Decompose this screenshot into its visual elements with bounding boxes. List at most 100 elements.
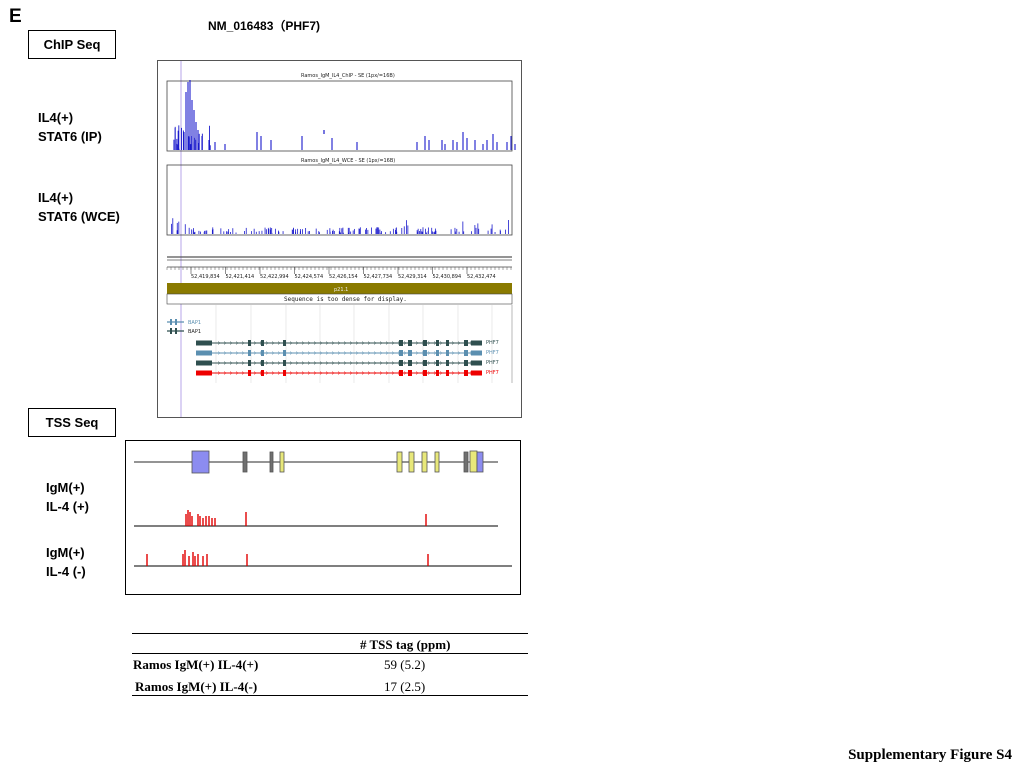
- transcript-arrow: [235, 361, 239, 365]
- chip-ip-line2: STAT6 (IP): [38, 129, 102, 144]
- transcript-exon: [408, 360, 412, 366]
- coordinate-label: 52,424,574: [295, 274, 324, 280]
- tss-plus-signal: [185, 510, 427, 526]
- transcript-arrow: [349, 361, 353, 365]
- transcript-arrow: [295, 341, 299, 345]
- transcript-arrow: [343, 361, 347, 365]
- gene-title: NM_016483（PHF7): [208, 19, 321, 33]
- transcript-arrow: [367, 361, 371, 365]
- panel-letter: E: [9, 6, 22, 27]
- transcript-arrow: [313, 361, 317, 365]
- transcript-arrow: [241, 351, 245, 355]
- chip-wce-header: Ramos_IgM_IL4_WCE - SE (1px/=16B): [301, 158, 395, 164]
- transcript-arrow: [331, 341, 335, 345]
- coordinate-label: 52,426,154: [329, 274, 358, 280]
- transcript-arrow: [265, 351, 269, 355]
- table-row-value: 59 (5.2): [384, 657, 426, 672]
- transcript-arrow: [361, 361, 365, 365]
- transcript-arrow: [253, 341, 257, 345]
- transcript-arrow: [451, 351, 455, 355]
- transcript-exon: [261, 340, 264, 346]
- transcript-exon: [196, 340, 212, 346]
- gene-model-exon: [421, 451, 428, 473]
- transcript-arrow: [289, 341, 293, 345]
- transcript-arrow: [295, 361, 299, 365]
- transcript-arrow: [427, 371, 431, 375]
- transcript-exon: [436, 340, 439, 346]
- transcript-arrow: [313, 351, 317, 355]
- transcript-arrow: [349, 351, 353, 355]
- transcript-exon: [261, 370, 264, 376]
- gene-label-phf7: PHF7: [486, 340, 499, 346]
- gene-model-exon: [476, 451, 484, 473]
- transcript-exon: [464, 340, 468, 346]
- transcript-arrow: [217, 351, 221, 355]
- transcript-arrow: [427, 361, 431, 365]
- ruler-ticks: [166, 267, 512, 270]
- transcript-arrow: [313, 371, 317, 375]
- transcript-arrow: [301, 341, 305, 345]
- transcript-arrow: [451, 371, 455, 375]
- transcript-arrow: [229, 351, 233, 355]
- transcript-arrow: [451, 341, 455, 345]
- transcript-arrow: [337, 361, 341, 365]
- transcript-arrow: [427, 351, 431, 355]
- gene-model-exon: [269, 451, 274, 473]
- transcript-exon: [399, 340, 403, 346]
- transcript-exon: [423, 350, 427, 356]
- transcript-arrow: [337, 371, 341, 375]
- coordinate-label: 52,430,894: [433, 274, 462, 280]
- genome-browser-svg: Ramos_IgM_IL4_ChIP - SE (1px/=16B) Ramos…: [166, 61, 516, 417]
- transcript-arrow: [367, 341, 371, 345]
- transcript-arrow: [289, 351, 293, 355]
- transcript-arrow: [235, 351, 239, 355]
- tss-minus-signal: [146, 550, 429, 566]
- transcript-arrow: [343, 341, 347, 345]
- transcript-exon: [446, 370, 449, 376]
- gene-label-bap1: BAP1: [188, 320, 201, 326]
- transcript-arrow: [403, 351, 407, 355]
- gene-label-bap1: BAP1: [188, 329, 201, 335]
- chip-wce-line1: IL4(+): [38, 190, 74, 205]
- transcript-exon: [399, 360, 403, 366]
- transcript-arrow: [319, 351, 323, 355]
- transcript-arrow: [457, 351, 461, 355]
- transcript-exon: [446, 340, 449, 346]
- transcript-arrow: [217, 371, 221, 375]
- transcript-arrow: [289, 361, 293, 365]
- tss-minus-line1: IgM(+): [46, 545, 85, 560]
- transcript-arrow: [301, 361, 305, 365]
- transcript-arrow: [235, 341, 239, 345]
- transcript-arrow: [325, 341, 329, 345]
- transcript-arrow: [301, 371, 305, 375]
- transcript-exon: [196, 370, 212, 376]
- transcript-exon: [283, 360, 286, 366]
- chip-ip-signal: [173, 80, 516, 150]
- transcript-arrow: [223, 371, 227, 375]
- contig-label: p21.1: [334, 287, 348, 293]
- transcript-arrow: [271, 351, 275, 355]
- table-row-label: Ramos IgM(+) IL-4(-): [135, 679, 258, 694]
- transcript-arrow: [415, 351, 419, 355]
- transcript-exon: [196, 350, 212, 356]
- transcript-arrow: [439, 371, 443, 375]
- tss-track-label-minus: IgM(+) IL-4 (-): [46, 543, 86, 581]
- transcript-exon: [423, 360, 427, 366]
- transcript-exon: [471, 370, 482, 376]
- transcript-arrow: [343, 371, 347, 375]
- gene-label-phf7: PHF7: [486, 360, 499, 366]
- table-row-label: Ramos IgM(+) IL-4(+): [133, 657, 259, 672]
- transcript-arrow: [229, 361, 233, 365]
- tss-svg: [134, 450, 512, 567]
- contig-bar: [167, 283, 512, 294]
- gene-label-phf7: PHF7: [486, 350, 499, 356]
- table-row-value: 17 (2.5): [384, 679, 426, 694]
- transcript-exon: [399, 350, 403, 356]
- chip-track-label-wce: IL4(+) STAT6 (WCE): [38, 188, 120, 226]
- transcript-arrow: [457, 371, 461, 375]
- chip-ip-header: Ramos_IgM_IL4_ChIP - SE (1px/=16B): [301, 73, 395, 79]
- coordinate-label: 52,427,734: [364, 274, 393, 280]
- transcript-arrow: [223, 351, 227, 355]
- transcript-exon: [471, 340, 482, 346]
- transcript-arrow: [235, 371, 239, 375]
